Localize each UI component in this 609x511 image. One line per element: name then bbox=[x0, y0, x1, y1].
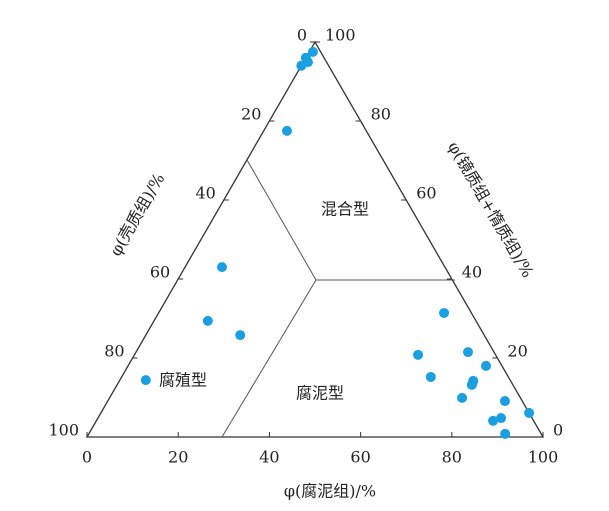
data-point bbox=[499, 396, 510, 407]
left-tick-label: 0 bbox=[297, 26, 307, 45]
data-point bbox=[439, 307, 450, 318]
right-tick-label: 80 bbox=[371, 105, 391, 124]
triangle bbox=[85, 40, 545, 438]
left-tick-label: 60 bbox=[150, 263, 170, 282]
data-point bbox=[413, 349, 424, 360]
bottom-axis-title: φ(腐泥组)/% bbox=[284, 482, 376, 501]
data-point bbox=[425, 371, 436, 382]
bottom-tick-label: 20 bbox=[168, 448, 188, 467]
data-point bbox=[296, 60, 307, 71]
bottom-tick-label: 40 bbox=[259, 448, 279, 467]
bottom-tick-label: 100 bbox=[528, 448, 559, 467]
right-tick-label: 0 bbox=[553, 421, 563, 440]
right-tick-label: 40 bbox=[462, 263, 482, 282]
left-tick-label: 80 bbox=[104, 342, 124, 361]
data-point bbox=[202, 315, 213, 326]
data-point bbox=[466, 379, 477, 390]
data-point bbox=[140, 375, 151, 386]
left-tick-label: 40 bbox=[195, 184, 215, 203]
data-point bbox=[500, 428, 511, 439]
data-point bbox=[457, 392, 468, 403]
region-boundary bbox=[221, 279, 317, 438]
data-point bbox=[307, 46, 318, 57]
bottom-tick-label: 0 bbox=[82, 448, 92, 467]
left-tick-label: 20 bbox=[241, 105, 261, 124]
right-tick-label: 20 bbox=[507, 342, 527, 361]
left-tick-label: 100 bbox=[48, 421, 79, 440]
bottom-tick-label: 80 bbox=[442, 448, 462, 467]
left-axis-title: φ(壳质组)/% bbox=[106, 170, 169, 259]
region-label: 混合型 bbox=[321, 200, 369, 219]
data-point bbox=[216, 262, 227, 273]
data-point bbox=[481, 360, 491, 371]
data-point bbox=[462, 347, 473, 358]
region-label: 腐殖型 bbox=[159, 371, 207, 390]
data-point bbox=[524, 407, 535, 418]
data-point bbox=[235, 330, 246, 341]
right-tick-label: 100 bbox=[325, 26, 356, 45]
right-tick-label: 60 bbox=[416, 184, 436, 203]
right-axis-title: φ(镜质组+惰质组)/% bbox=[444, 138, 537, 281]
data-point bbox=[281, 125, 292, 136]
region-boundary bbox=[246, 159, 455, 281]
bottom-tick-label: 60 bbox=[350, 448, 370, 467]
data-point bbox=[496, 413, 507, 424]
region-label: 腐泥型 bbox=[296, 384, 344, 403]
data-point bbox=[488, 415, 499, 426]
